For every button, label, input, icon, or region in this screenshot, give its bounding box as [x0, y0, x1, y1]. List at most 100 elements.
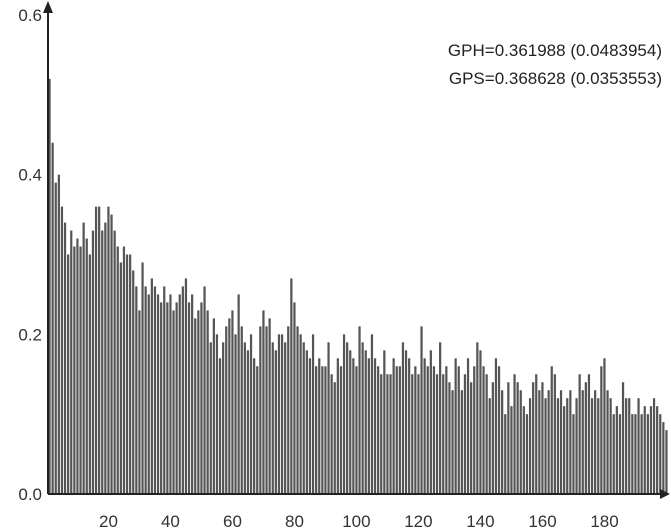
bar: [466, 358, 470, 494]
bar: [513, 374, 516, 494]
bar: [63, 222, 67, 494]
bar: [516, 382, 519, 494]
bar: [116, 246, 119, 494]
bar: [609, 398, 612, 494]
bar: [48, 78, 51, 495]
bar: [507, 382, 510, 494]
bar: [439, 342, 442, 494]
bar: [51, 142, 54, 495]
x-tick-label: 60: [223, 512, 242, 531]
bar: [398, 366, 401, 494]
x-tick-labels: 20 40 60 80 100 120 140 160 180: [99, 512, 619, 531]
bar: [373, 358, 377, 494]
bar: [191, 294, 194, 494]
bar: [442, 374, 445, 494]
x-tick-label: 20: [99, 512, 118, 531]
bar: [293, 302, 296, 494]
bar: [491, 382, 494, 494]
bar: [544, 398, 547, 494]
bar: [640, 414, 643, 494]
bar: [324, 366, 327, 494]
bar: [575, 398, 578, 494]
bar: [138, 310, 141, 494]
bar: [563, 406, 566, 494]
bar: [184, 278, 188, 494]
bar: [339, 366, 343, 494]
bar: [296, 326, 299, 494]
bar: [370, 334, 374, 494]
bar: [222, 342, 225, 494]
bar: [566, 398, 569, 494]
bar: [187, 302, 191, 494]
x-tick-label: 80: [285, 512, 304, 531]
x-tick-label: 40: [161, 512, 180, 531]
bar: [411, 374, 414, 494]
bar: [215, 334, 219, 494]
bar: [631, 414, 634, 494]
bar: [662, 422, 665, 494]
bar: [448, 382, 451, 494]
x-tick-label: 120: [404, 512, 432, 531]
bar: [569, 390, 572, 494]
bar: [209, 342, 212, 494]
bar: [119, 262, 122, 494]
bar: [429, 350, 432, 494]
annotation-gps: GPS=0.368628 (0.0353553): [449, 69, 662, 88]
bar: [54, 182, 57, 494]
bar: [212, 318, 215, 494]
y-tick-labels: 0.0 0.2 0.4 0.6: [18, 6, 42, 504]
bar: [240, 326, 243, 494]
bar: [262, 310, 265, 494]
bar: [79, 246, 82, 494]
bar: [268, 318, 271, 494]
bar: [451, 390, 454, 494]
bar: [408, 358, 411, 494]
bar: [98, 206, 101, 494]
bar: [277, 334, 281, 494]
bar: [643, 406, 646, 494]
bar: [432, 366, 436, 494]
bar: [181, 286, 184, 494]
bar: [389, 374, 392, 494]
bar: [150, 278, 153, 494]
bar: [584, 382, 587, 494]
bar: [597, 398, 600, 494]
bar: [290, 278, 293, 494]
bar: [352, 358, 355, 494]
bar: [634, 414, 637, 494]
bar: [628, 398, 631, 494]
bar: [88, 254, 91, 494]
y-tick-label: 0.4: [18, 166, 42, 185]
bar: [73, 246, 76, 494]
y-axis-arrow: [43, 1, 53, 13]
bar: [594, 390, 597, 494]
bar: [559, 390, 563, 494]
bar: [311, 334, 315, 494]
bar: [656, 406, 659, 494]
bar: [234, 334, 237, 494]
bar: [147, 294, 150, 494]
bar: [194, 318, 197, 494]
bar: [107, 206, 110, 494]
bar: [225, 326, 228, 494]
bar: [200, 302, 203, 494]
bar: [203, 286, 206, 494]
bar: [280, 334, 284, 494]
bar: [470, 382, 473, 494]
x-tick-label: 100: [342, 512, 370, 531]
bar: [256, 366, 259, 494]
bar: [172, 310, 175, 494]
y-tick-label: 0.0: [18, 485, 42, 504]
bar: [649, 406, 653, 494]
bar: [615, 406, 618, 494]
bar: [178, 294, 181, 494]
bar: [553, 374, 556, 494]
bar: [129, 254, 132, 494]
bar: [404, 350, 408, 494]
bar: [501, 390, 504, 494]
bar: [547, 390, 550, 494]
bar: [265, 326, 268, 494]
bar: [497, 366, 501, 494]
